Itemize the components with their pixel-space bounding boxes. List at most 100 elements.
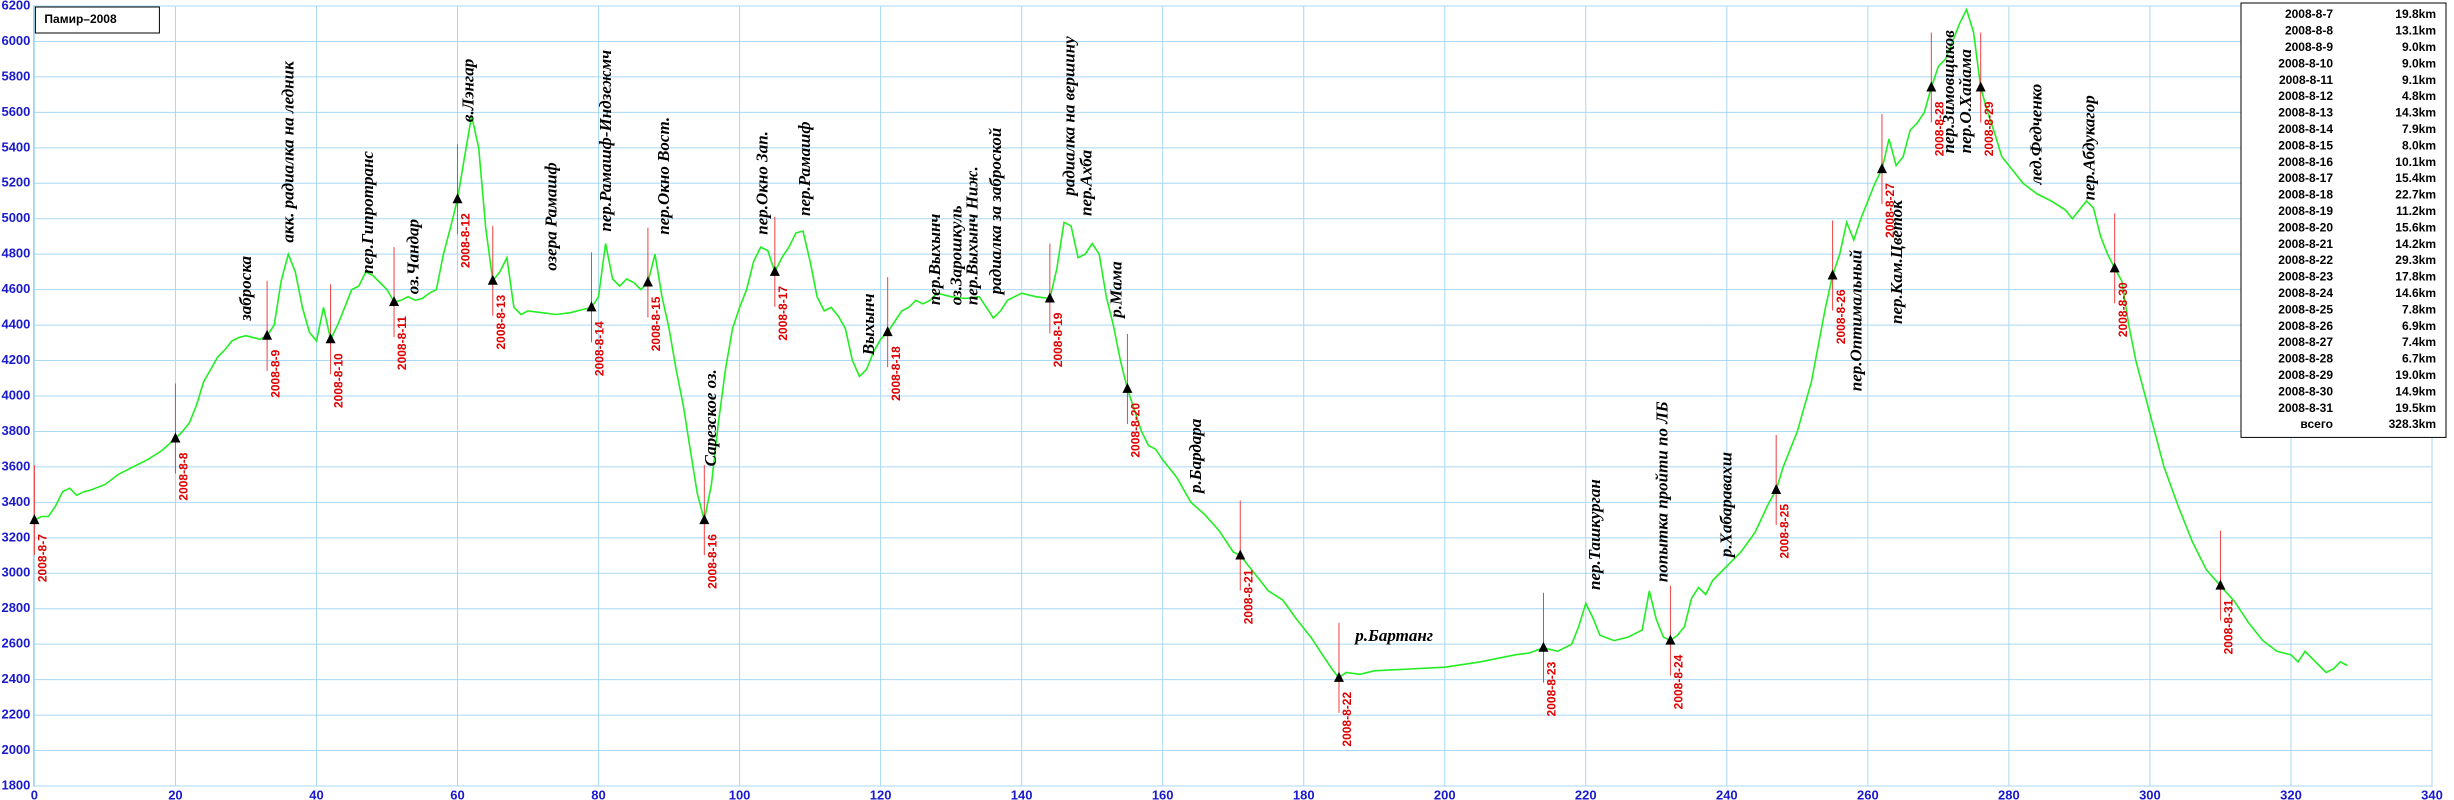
- table-date: 2008-8-31: [2278, 401, 2333, 415]
- y-tick-label: 5400: [1, 139, 30, 154]
- chart-title: Памир–2008: [44, 12, 117, 26]
- place-label: лед.Федченко: [2027, 84, 2046, 186]
- table-distance: 8.0km: [2402, 138, 2436, 152]
- table-date: 2008-8-29: [2278, 368, 2333, 382]
- y-tick-label: 4000: [1, 387, 30, 402]
- x-tick-label: 340: [2421, 787, 2443, 800]
- date-label: 2008-8-10: [332, 353, 346, 408]
- table-date: 2008-8-26: [2278, 319, 2333, 333]
- table-distance: 4.8km: [2402, 89, 2436, 103]
- x-tick-label: 320: [2280, 787, 2302, 800]
- place-label: пер.Окно Вост.: [654, 117, 673, 235]
- place-label: р.Хабаравахш: [1717, 452, 1736, 559]
- table-distance: 6.7km: [2402, 352, 2436, 366]
- place-label: пер.Выхынч: [925, 214, 944, 306]
- y-tick-label: 2200: [1, 707, 30, 722]
- place-label: оз.Чандар: [404, 219, 423, 294]
- y-tick-label: 3200: [1, 529, 30, 544]
- date-label: 2008-8-31: [2222, 599, 2236, 654]
- day-marker: [389, 296, 400, 307]
- place-label: радиалка за заброской: [986, 128, 1005, 297]
- table-distance: 328.3km: [2389, 417, 2436, 431]
- day-marker: [1665, 634, 1676, 645]
- x-tick-label: 120: [870, 787, 892, 800]
- date-label: 2008-8-14: [593, 321, 607, 376]
- elevation-line: [34, 7, 2348, 680]
- table-date: 2008-8-22: [2278, 253, 2333, 267]
- day-marker: [452, 193, 463, 204]
- place-label: р.Бартанг: [1353, 626, 1433, 645]
- day-marker: [2109, 262, 2120, 273]
- date-label: 2008-8-15: [649, 296, 663, 351]
- day-marker: [29, 514, 40, 525]
- day-marker: [170, 432, 181, 443]
- table-distance: 11.2km: [2396, 204, 2436, 218]
- place-label: заброска: [236, 255, 255, 321]
- day-marker: [1538, 641, 1549, 652]
- table-date: 2008-8-24: [2278, 286, 2333, 300]
- y-tick-label: 2600: [1, 636, 30, 651]
- table-date: всего: [2300, 417, 2333, 431]
- place-label: пер.Рамашф: [795, 122, 814, 216]
- place-label: пер.Кам.Цветок: [1887, 200, 1906, 324]
- date-label: 2008-8-12: [459, 213, 473, 268]
- table-distance: 6.9km: [2402, 319, 2436, 333]
- place-label: акк. радиалка на ледник: [278, 61, 297, 243]
- y-tick-label: 5000: [1, 210, 30, 225]
- table-date: 2008-8-19: [2278, 204, 2333, 218]
- y-tick-label: 2000: [1, 742, 30, 757]
- date-label: 2008-8-21: [1241, 569, 1255, 624]
- table-date: 2008-8-20: [2278, 220, 2333, 234]
- table-date: 2008-8-12: [2278, 89, 2333, 103]
- day-marker: [2215, 579, 2226, 590]
- place-label: пер.О.Хайама: [1956, 49, 1975, 154]
- place-label: пер.Абдукагор: [2080, 95, 2099, 200]
- place-label: пер.Зимовщиков: [1939, 30, 1958, 154]
- table-distance: 14.9km: [2395, 384, 2436, 398]
- place-label: в.Лэнгар: [458, 59, 477, 122]
- date-label: 2008-8-18: [889, 346, 903, 401]
- date-label: 2008-8-9: [268, 349, 282, 397]
- table-date: 2008-8-27: [2278, 335, 2333, 349]
- x-tick-label: 300: [2139, 787, 2161, 800]
- day-marker: [1926, 81, 1937, 92]
- day-marker: [642, 276, 653, 287]
- day-marker: [699, 514, 710, 525]
- place-label: р.Бардара: [1186, 418, 1205, 495]
- day-marker: [1771, 483, 1782, 494]
- date-label: 2008-8-26: [1834, 289, 1848, 344]
- x-tick-label: 20: [168, 787, 182, 800]
- date-label: 2008-8-30: [2116, 282, 2130, 337]
- table-date: 2008-8-11: [2279, 73, 2333, 87]
- table-date: 2008-8-25: [2278, 302, 2333, 316]
- x-tick-label: 240: [1716, 787, 1738, 800]
- table-date: 2008-8-16: [2278, 155, 2333, 169]
- date-label: 2008-8-24: [1672, 654, 1686, 709]
- day-marker: [262, 329, 273, 340]
- y-tick-label: 3800: [1, 423, 30, 438]
- y-tick-label: 6000: [1, 33, 30, 48]
- y-tick-label: 2800: [1, 600, 30, 615]
- table-date: 2008-8-28: [2278, 352, 2333, 366]
- date-label: 2008-8-13: [494, 294, 508, 349]
- place-label: радиалка на вершину: [1059, 36, 1078, 198]
- table-distance: 19.5km: [2395, 401, 2436, 415]
- x-tick-label: 200: [1434, 787, 1456, 800]
- table-date: 2008-8-10: [2278, 56, 2333, 70]
- y-tick-label: 4600: [1, 281, 30, 296]
- date-label: 2008-8-25: [1777, 504, 1791, 559]
- x-tick-label: 140: [1011, 787, 1033, 800]
- day-marker: [882, 326, 893, 337]
- x-tick-label: 0: [31, 787, 38, 800]
- y-tick-label: 4800: [1, 246, 30, 261]
- place-label: попытка пройти по ЛБ: [1653, 401, 1672, 582]
- place-label: оз.Зарошкуль: [947, 205, 966, 305]
- table-date: 2008-8-15: [2278, 138, 2333, 152]
- date-label: 2008-8-11: [395, 316, 409, 370]
- table-date: 2008-8-14: [2278, 122, 2333, 136]
- table-date: 2008-8-17: [2278, 171, 2333, 185]
- table-distance: 15.4km: [2395, 171, 2436, 185]
- place-label: пер.Гипротранс: [358, 151, 377, 274]
- date-label: 2008-8-7: [36, 534, 50, 582]
